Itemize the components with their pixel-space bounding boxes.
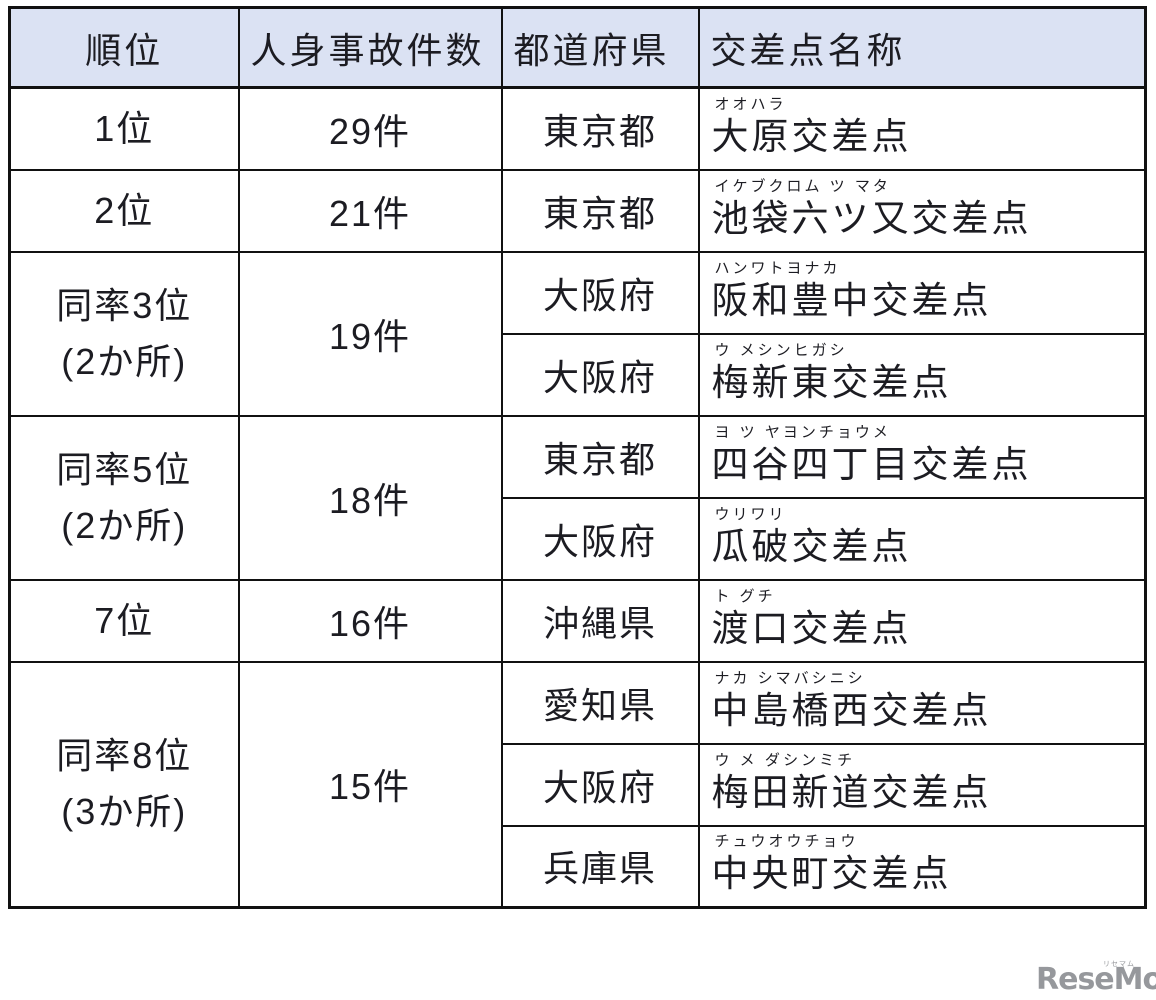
count-cell: 18件 bbox=[237, 414, 503, 581]
intersection-name: 瓜破交差点 bbox=[711, 525, 912, 567]
intersection-cell: チュウオウチョウ 中央町交差点 bbox=[697, 824, 1147, 909]
intersection-furigana: オオハラ bbox=[714, 95, 787, 113]
intersection-cell: ウ メシンヒガシ 梅新東交差点 bbox=[697, 332, 1147, 417]
table-row: 大阪府 ウリワリ 瓜破交差点 bbox=[10, 496, 1147, 581]
intersection-name: 阪和豊中交差点 bbox=[711, 279, 992, 321]
intersection-cell: イケブクロム ツ マタ 池袋六ツ又交差点 bbox=[697, 168, 1147, 253]
count-cell: 16件 bbox=[237, 578, 503, 663]
intersection-furigana: ウ メシンヒガシ bbox=[714, 341, 848, 359]
intersection-furigana: ウ メ ダシンミチ bbox=[714, 751, 856, 769]
count-cell: 19件 bbox=[237, 250, 503, 417]
count-cell: 29件 bbox=[237, 86, 503, 171]
prefecture-cell: 大阪府 bbox=[500, 332, 700, 417]
rank-label: 同率8位 bbox=[56, 735, 193, 777]
intersection-furigana: イケブクロム ツ マタ bbox=[714, 177, 891, 195]
intersection-name: 池袋六ツ又交差点 bbox=[711, 197, 1032, 239]
table-row: 同率8位 (3か所) 15件 愛知県 ナカ シマバシニシ 中島橋西交差点 bbox=[8, 660, 1147, 909]
intersection-furigana: ト グチ bbox=[714, 587, 776, 605]
intersection-name: 中央町交差点 bbox=[711, 853, 952, 895]
prefecture-cell: 大阪府 bbox=[500, 742, 700, 827]
table-row: 1位 29件 東京都 オオハラ 大原交差点 bbox=[8, 86, 1147, 171]
intersection-cell: ウリワリ 瓜破交差点 bbox=[697, 496, 1147, 581]
intersection-name: 渡口交差点 bbox=[711, 607, 912, 649]
intersection-cell: ウ メ ダシンミチ 梅田新道交差点 bbox=[697, 742, 1147, 827]
prefecture-cell: 沖縄県 bbox=[500, 578, 700, 663]
resemom-logo: リセマム ReseMom. bbox=[1036, 961, 1156, 1000]
prefecture-cell: 東京都 bbox=[500, 168, 700, 253]
table-row: 7位 16件 沖縄県 ト グチ 渡口交差点 bbox=[8, 578, 1147, 663]
intersection-cell: ト グチ 渡口交差点 bbox=[697, 578, 1147, 663]
rank-label: 同率5位 bbox=[56, 448, 193, 490]
rank-cell: 同率3位 (2か所) bbox=[8, 250, 240, 417]
rank-note: (2か所) bbox=[61, 504, 188, 546]
table-row: 同率5位 (2か所) 18件 東京都 ヨ ツ ヤヨンチョウメ 四谷四丁目交差点 bbox=[8, 414, 1147, 581]
count-cell: 21件 bbox=[237, 168, 503, 253]
prefecture-cell: 兵庫県 bbox=[500, 824, 700, 909]
rank-label: 7位 bbox=[94, 599, 155, 641]
header-count: 人身事故件数 bbox=[237, 6, 503, 89]
intersection-name: 四谷四丁目交差点 bbox=[711, 443, 1032, 485]
rank-note: (2か所) bbox=[61, 340, 188, 382]
header-prefecture: 都道府県 bbox=[500, 6, 700, 89]
intersection-furigana: ナカ シマバシニシ bbox=[714, 669, 866, 687]
table-row: 大阪府 ウ メ ダシンミチ 梅田新道交差点 bbox=[10, 742, 1147, 827]
table-row: 兵庫県 チュウオウチョウ 中央町交差点 bbox=[10, 824, 1147, 909]
intersection-name: 梅新東交差点 bbox=[711, 361, 952, 403]
intersection-cell: ナカ シマバシニシ 中島橋西交差点 bbox=[697, 660, 1147, 745]
intersection-name: 梅田新道交差点 bbox=[711, 771, 992, 813]
header-rank: 順位 bbox=[8, 6, 240, 89]
intersection-furigana: ハンワトヨナカ bbox=[714, 259, 841, 277]
intersection-cell: ハンワトヨナカ 阪和豊中交差点 bbox=[697, 250, 1147, 335]
intersection-cell: オオハラ 大原交差点 bbox=[697, 86, 1147, 171]
header-row: 順位 人身事故件数 都道府県 交差点名称 bbox=[8, 6, 1147, 89]
intersection-furigana: ヨ ツ ヤヨンチョウメ bbox=[714, 423, 891, 441]
intersection-cell: ヨ ツ ヤヨンチョウメ 四谷四丁目交差点 bbox=[697, 414, 1147, 499]
rank-label: 同率3位 bbox=[56, 284, 193, 326]
rank-label: 2位 bbox=[94, 189, 155, 231]
rank-note: (3か所) bbox=[61, 791, 188, 833]
rank-cell: 7位 bbox=[8, 578, 240, 663]
accident-ranking-table: 順位 人身事故件数 都道府県 交差点名称 1位 29件 東京都 オオハラ 大原交… bbox=[8, 6, 1147, 909]
prefecture-cell: 大阪府 bbox=[500, 250, 700, 335]
table-row: 同率3位 (2か所) 19件 大阪府 ハンワトヨナカ 阪和豊中交差点 bbox=[8, 250, 1147, 417]
resemom-logo-text: ReseMom. bbox=[1036, 962, 1156, 997]
intersection-furigana: ウリワリ bbox=[714, 505, 787, 523]
prefecture-cell: 愛知県 bbox=[500, 660, 700, 745]
count-cell: 15件 bbox=[237, 660, 503, 909]
rank-cell: 同率5位 (2か所) bbox=[8, 414, 240, 581]
intersection-furigana: チュウオウチョウ bbox=[714, 833, 859, 851]
prefecture-cell: 東京都 bbox=[500, 414, 700, 499]
intersection-name: 大原交差点 bbox=[711, 115, 912, 157]
prefecture-cell: 東京都 bbox=[500, 86, 700, 171]
header-intersection: 交差点名称 bbox=[697, 6, 1147, 89]
prefecture-cell: 大阪府 bbox=[500, 496, 700, 581]
rank-cell: 1位 bbox=[8, 86, 240, 171]
table-row: 2位 21件 東京都 イケブクロム ツ マタ 池袋六ツ又交差点 bbox=[8, 168, 1147, 253]
table-row: 大阪府 ウ メシンヒガシ 梅新東交差点 bbox=[10, 332, 1147, 417]
intersection-name: 中島橋西交差点 bbox=[711, 689, 992, 731]
rank-label: 1位 bbox=[94, 107, 155, 149]
rank-cell: 同率8位 (3か所) bbox=[8, 660, 240, 909]
rank-cell: 2位 bbox=[8, 168, 240, 253]
resemom-logo-ruby: リセマム bbox=[1103, 961, 1135, 968]
